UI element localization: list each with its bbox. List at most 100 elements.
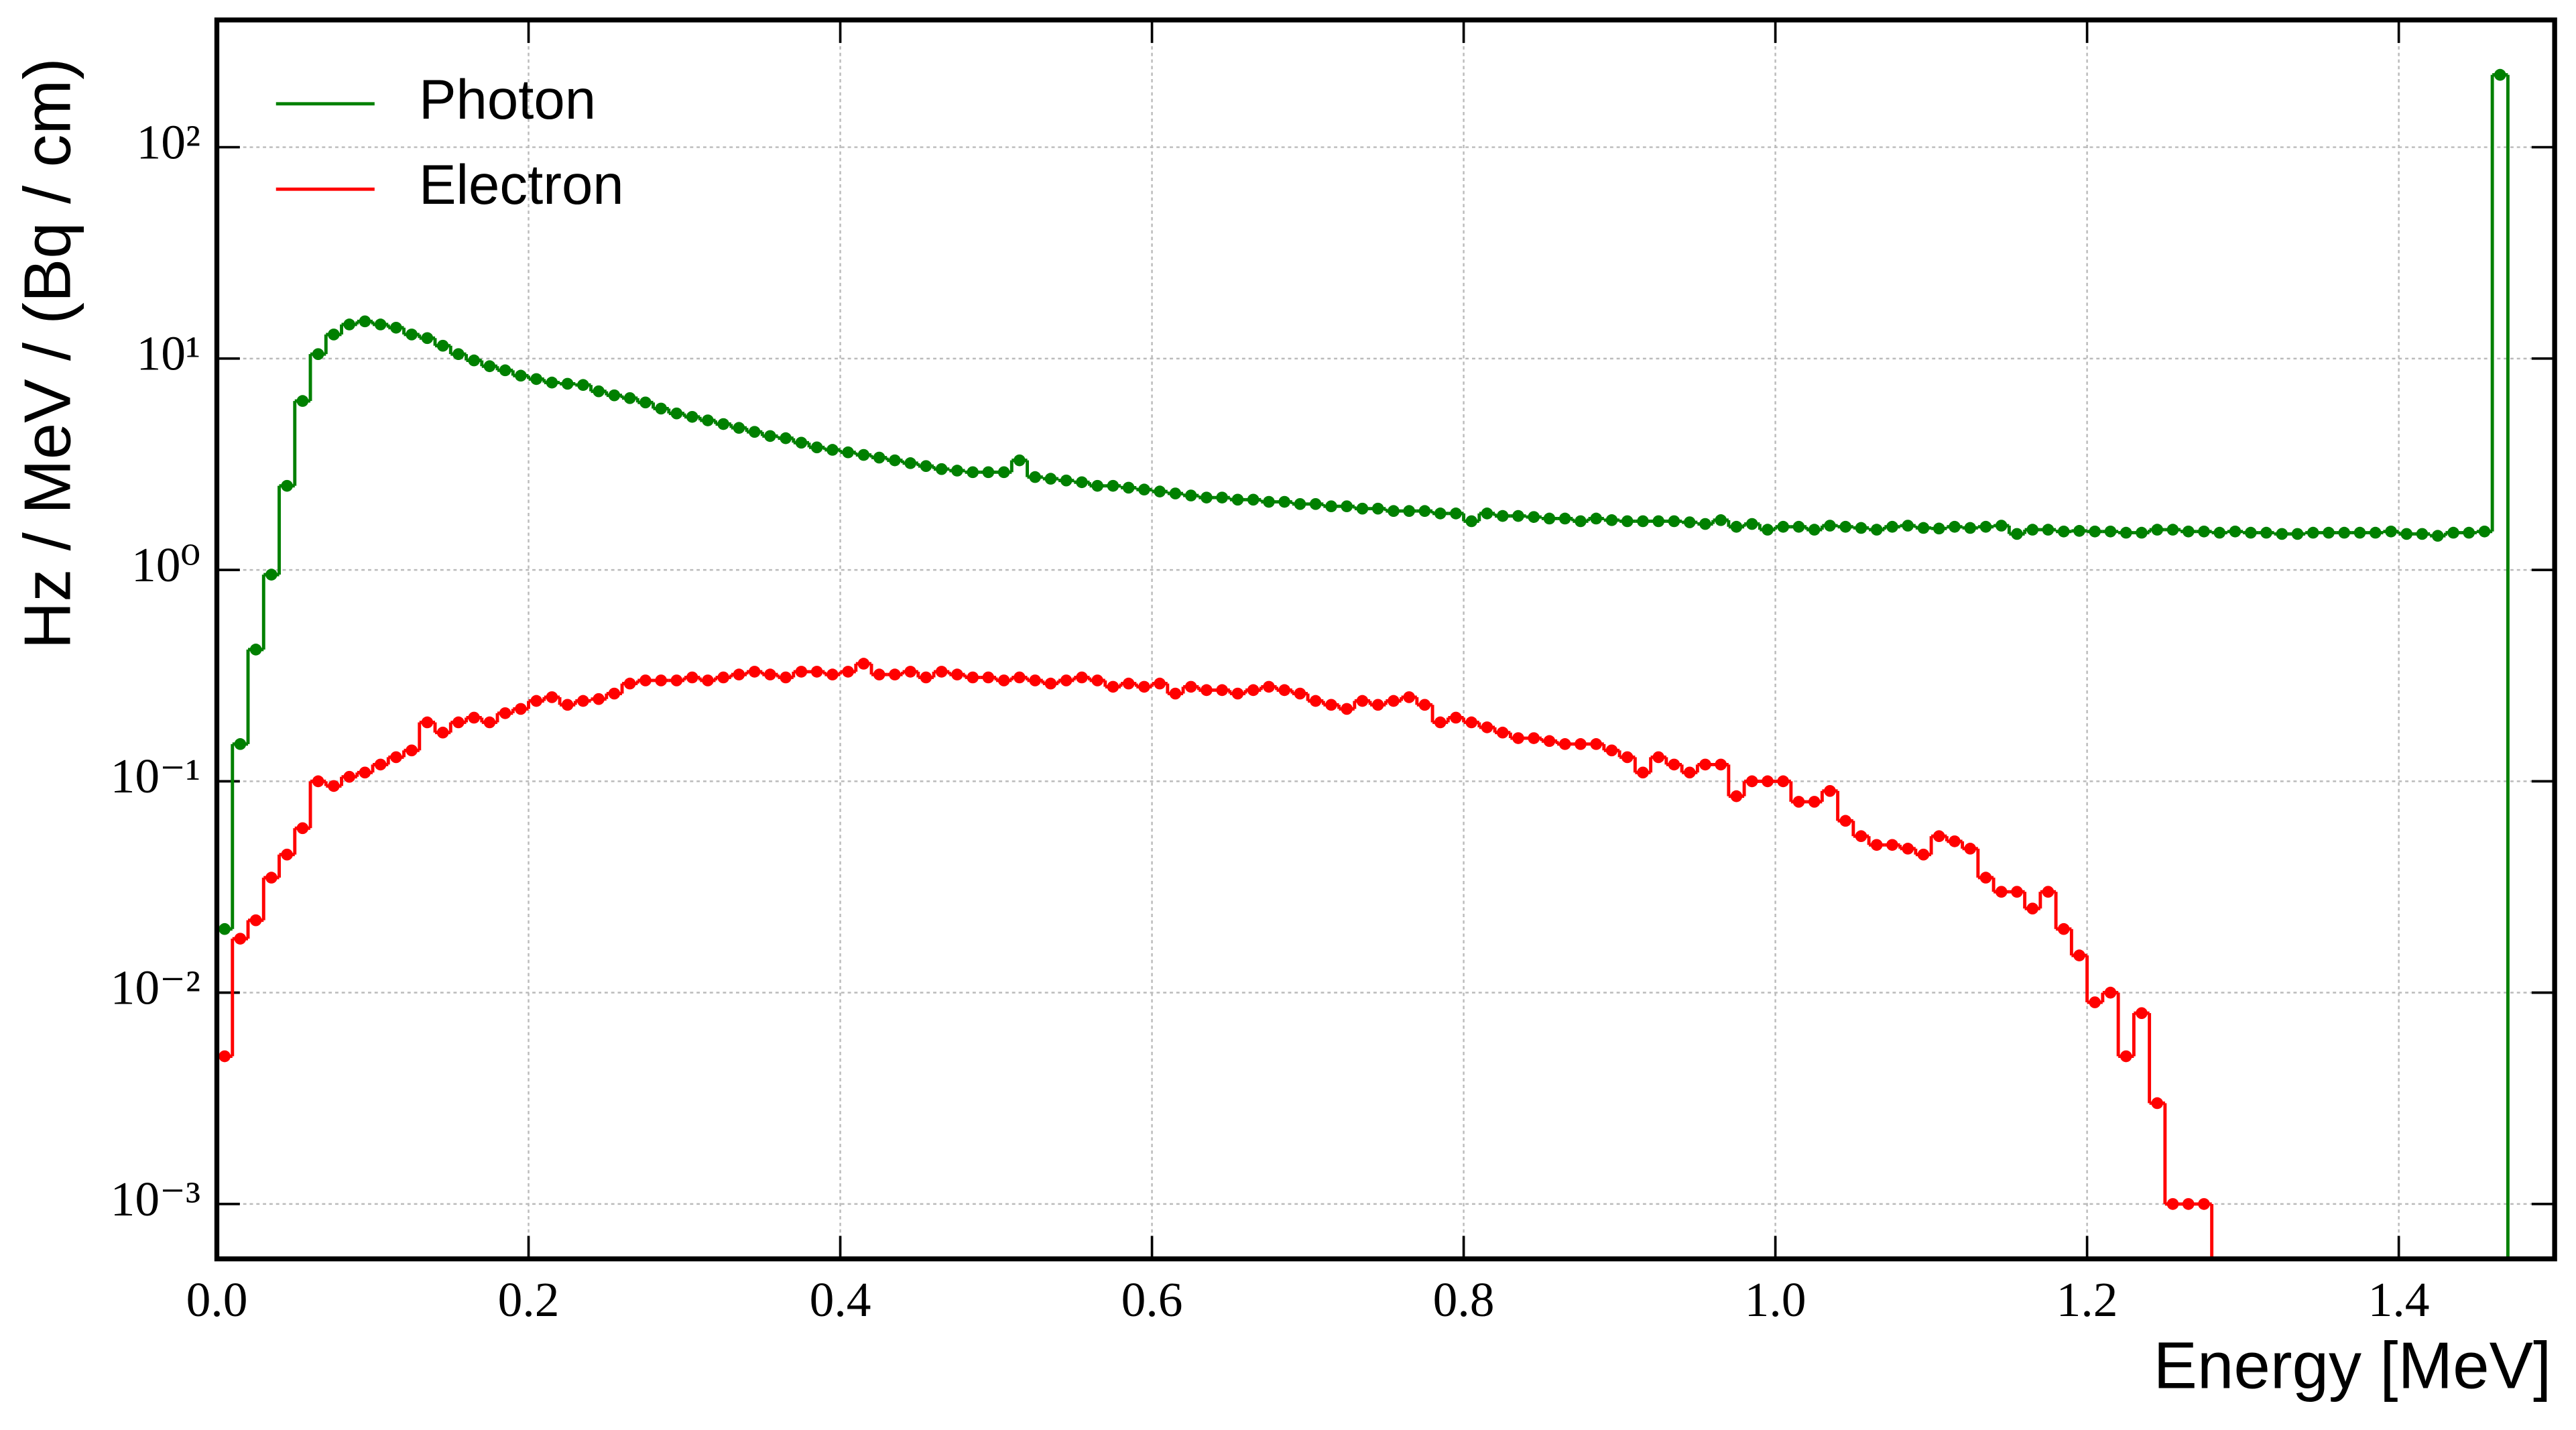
bin-marker xyxy=(795,436,808,449)
bin-marker xyxy=(889,668,901,680)
bin-marker xyxy=(702,674,714,687)
bin-marker xyxy=(810,441,823,454)
bin-marker xyxy=(2166,524,2179,536)
bin-marker xyxy=(1902,843,1914,855)
bin-marker xyxy=(935,666,948,678)
bin-marker xyxy=(1060,474,1072,487)
bin-marker xyxy=(499,364,511,377)
bin-marker xyxy=(343,318,355,331)
bin-marker xyxy=(1278,684,1291,697)
bin-marker xyxy=(1730,520,1743,533)
bin-marker xyxy=(2166,1198,2179,1210)
bin-marker xyxy=(1715,758,1727,771)
bin-marker xyxy=(2213,526,2226,539)
bin-marker xyxy=(328,329,340,341)
bin-marker xyxy=(281,479,293,492)
bin-marker xyxy=(1933,830,1945,843)
bin-marker xyxy=(2338,526,2351,539)
bin-marker xyxy=(515,369,527,382)
bin-marker xyxy=(1325,699,1337,711)
bin-marker xyxy=(561,377,574,390)
bin-marker xyxy=(2136,526,2148,539)
bin-marker xyxy=(406,744,418,757)
bin-marker xyxy=(2057,922,2070,935)
bin-marker xyxy=(2478,525,2491,538)
bin-marker xyxy=(2026,524,2039,536)
bin-marker xyxy=(733,668,745,680)
bin-marker xyxy=(920,671,932,684)
bin-marker xyxy=(1995,886,2008,898)
bin-marker xyxy=(2073,949,2085,961)
bin-marker xyxy=(810,666,823,678)
bin-marker xyxy=(1060,674,1072,687)
bin-marker xyxy=(1496,726,1509,739)
bin-marker xyxy=(249,644,262,656)
plot-area xyxy=(217,68,2510,1259)
bin-marker xyxy=(593,385,605,398)
bin-marker xyxy=(1917,848,1930,861)
bin-marker xyxy=(1652,515,1665,528)
bin-marker xyxy=(826,444,839,456)
bin-marker xyxy=(1668,515,1680,528)
bin-marker xyxy=(842,666,854,678)
bin-marker xyxy=(483,716,496,729)
bin-marker xyxy=(1231,687,1244,700)
bin-marker xyxy=(374,318,387,331)
bin-marker xyxy=(639,674,652,687)
bin-marker xyxy=(328,780,340,792)
bin-marker xyxy=(2073,525,2085,537)
bin-marker xyxy=(873,668,885,680)
bin-marker xyxy=(2463,526,2475,539)
bin-marker xyxy=(468,354,480,367)
bin-marker xyxy=(421,716,434,729)
bin-marker xyxy=(1575,738,1587,750)
bin-marker xyxy=(997,674,1010,687)
bin-marker xyxy=(2260,526,2272,539)
bin-marker xyxy=(1465,515,1478,528)
bin-marker xyxy=(2385,525,2397,538)
bin-marker xyxy=(1263,680,1275,693)
bin-marker xyxy=(515,703,527,715)
bin-marker xyxy=(265,569,278,581)
bin-marker xyxy=(608,687,621,700)
bin-marker xyxy=(343,770,355,783)
bin-marker xyxy=(1154,485,1166,497)
bin-marker xyxy=(1558,738,1571,750)
bin-marker xyxy=(1558,512,1571,525)
bin-marker xyxy=(1076,476,1088,489)
bin-marker xyxy=(1777,775,1790,788)
bin-marker xyxy=(2136,1007,2148,1020)
bin-marker xyxy=(1388,695,1400,707)
bin-marker xyxy=(1247,684,1260,697)
bin-marker xyxy=(1247,493,1260,506)
bin-marker xyxy=(1777,520,1790,533)
x-tick-label: 0.0 xyxy=(186,1272,248,1327)
bin-marker xyxy=(764,668,776,680)
bin-marker xyxy=(1762,524,1774,536)
x-axis-label: Energy [MeV] xyxy=(2153,1328,2551,1402)
bin-marker xyxy=(1309,695,1322,707)
bin-marker xyxy=(826,668,839,680)
x-tick-label: 1.0 xyxy=(1745,1272,1806,1327)
bin-marker xyxy=(561,699,574,711)
bin-marker xyxy=(1138,483,1150,496)
y-tick-label: 10⁻¹ xyxy=(111,748,200,803)
bin-marker xyxy=(1543,512,1556,525)
y-axis-label: Hz / MeV / (Bq / cm) xyxy=(10,58,84,649)
bin-marker xyxy=(1076,671,1088,684)
bin-marker xyxy=(265,872,278,884)
bin-marker xyxy=(842,446,854,459)
x-tick-label: 1.4 xyxy=(2368,1272,2430,1327)
y-tick-label: 10⁰ xyxy=(131,537,200,592)
bin-marker xyxy=(1263,495,1275,508)
bin-marker xyxy=(390,321,402,334)
bin-marker xyxy=(1388,505,1400,518)
bin-marker xyxy=(1637,766,1649,779)
bin-marker xyxy=(436,339,449,352)
bin-marker xyxy=(1169,687,1182,700)
bin-marker xyxy=(1886,520,1898,533)
bin-marker xyxy=(764,430,776,442)
bin-marker xyxy=(1683,516,1696,528)
bin-marker xyxy=(670,407,683,420)
bin-marker xyxy=(904,457,917,469)
